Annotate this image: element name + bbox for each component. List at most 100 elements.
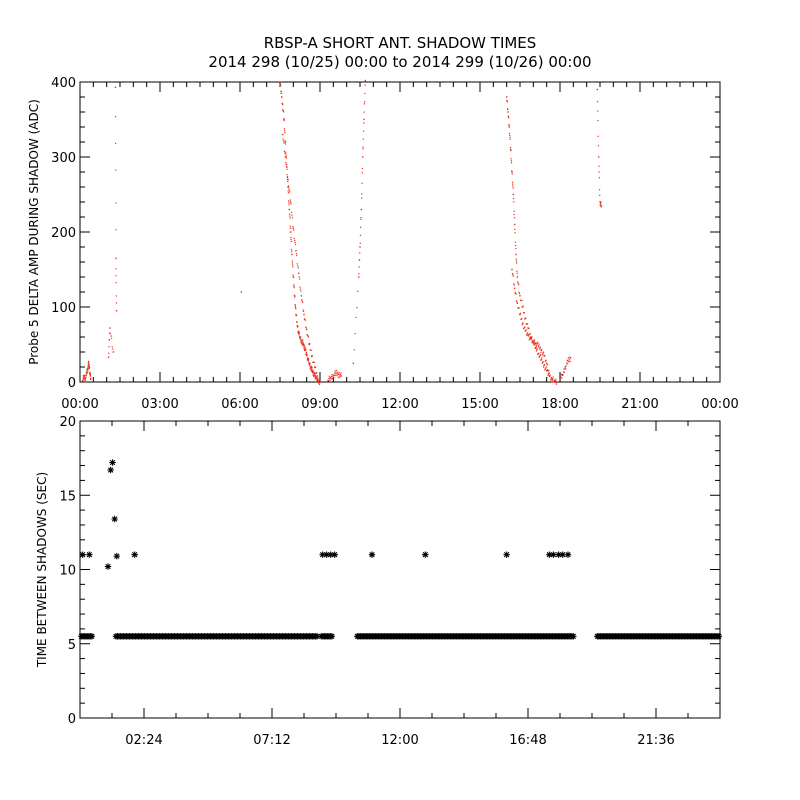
- data-point: [513, 283, 515, 285]
- data-point: [523, 312, 526, 314]
- data-point: [317, 377, 319, 379]
- data-point: [287, 178, 289, 181]
- data-point: [526, 334, 528, 336]
- data-point: [310, 367, 312, 369]
- data-point: [565, 365, 567, 367]
- data-point: [88, 363, 90, 366]
- data-point: [82, 378, 85, 380]
- data-point: [311, 367, 313, 369]
- data-point: [112, 351, 115, 353]
- data-point: [538, 355, 541, 357]
- data-point: [304, 347, 306, 349]
- data-point: [290, 249, 293, 251]
- data-point: [312, 370, 314, 373]
- data-point: [307, 359, 310, 361]
- data-point: [356, 306, 358, 309]
- data-point: [537, 341, 539, 343]
- data-point: [302, 345, 304, 347]
- data-point: [289, 201, 292, 203]
- data-point: [303, 345, 305, 347]
- data-point: [521, 324, 523, 326]
- data-point: [291, 262, 294, 264]
- data-point: [362, 130, 365, 132]
- data-point: [506, 100, 508, 102]
- data-point: [109, 327, 111, 329]
- data-point: [296, 321, 298, 323]
- data-point: [328, 375, 330, 377]
- data-point: [297, 265, 299, 267]
- top-panel: 0 100 200 300 400 00:00 03:00 06:00 09:00 12:00 15…: [27, 76, 739, 412]
- y-tick-label: 200: [51, 226, 76, 241]
- data-point: [510, 158, 512, 160]
- data-point: [85, 375, 88, 377]
- data-point: [83, 377, 85, 379]
- chart-title-line2: 2014 298 (10/25) 00:00 to 2014 299 (10/2…: [208, 53, 591, 71]
- data-point: [293, 229, 295, 231]
- data-point: [542, 351, 545, 353]
- data-point: [311, 369, 313, 371]
- data-point: [290, 203, 292, 205]
- data-point: [310, 369, 312, 371]
- data-point: [294, 243, 297, 245]
- data-point: [84, 377, 87, 379]
- data-point: [115, 268, 117, 270]
- data-point: [115, 142, 117, 144]
- data-point: [84, 379, 87, 381]
- data-point: [295, 314, 298, 317]
- data-point: [300, 343, 303, 345]
- asterisk-point: [107, 466, 114, 474]
- data-point: [332, 375, 334, 378]
- data-point: [112, 348, 114, 350]
- y-tick-label: 15: [59, 489, 76, 504]
- data-point: [294, 239, 296, 241]
- data-point: [528, 327, 530, 329]
- data-point: [302, 342, 305, 344]
- data-point: [308, 362, 311, 364]
- data-point: [107, 356, 110, 358]
- data-point: [305, 348, 307, 350]
- data-point: [282, 140, 285, 142]
- data-point: [302, 301, 304, 304]
- data-point: [85, 374, 87, 376]
- data-point: [543, 363, 546, 366]
- data-point: [361, 156, 364, 158]
- data-point: [364, 101, 366, 103]
- data-point: [306, 355, 308, 357]
- data-point: [88, 365, 90, 367]
- data-point: [292, 276, 295, 279]
- data-point: [285, 155, 287, 157]
- data-point: [360, 226, 362, 228]
- data-point: [306, 334, 308, 336]
- data-point: [286, 174, 288, 176]
- data-point: [536, 349, 538, 351]
- data-point: [297, 272, 300, 274]
- data-point: [552, 378, 554, 380]
- data-point: [334, 370, 336, 372]
- data-point: [553, 381, 555, 383]
- data-point: [551, 379, 554, 381]
- x-tick-label: 15:00: [461, 397, 498, 412]
- data-point: [528, 339, 530, 341]
- data-point: [560, 376, 562, 378]
- data-point: [529, 336, 531, 338]
- asterisk-point: [564, 551, 572, 558]
- data-point: [534, 342, 536, 344]
- data-point: [546, 364, 549, 366]
- data-point: [534, 344, 536, 346]
- data-point: [524, 318, 526, 320]
- data-point: [289, 215, 291, 217]
- data-point: [313, 361, 315, 364]
- data-point: [538, 343, 540, 345]
- data-point: [298, 333, 300, 335]
- data-point: [318, 383, 321, 386]
- data-point: [298, 278, 301, 280]
- data-point: [87, 363, 89, 365]
- data-point: [509, 134, 511, 136]
- data-point: [294, 296, 296, 298]
- data-point: [108, 352, 110, 354]
- data-point: [536, 344, 538, 346]
- data-point: [301, 300, 303, 302]
- data-point: [297, 330, 300, 332]
- data-point: [288, 208, 291, 211]
- data-point: [562, 371, 565, 373]
